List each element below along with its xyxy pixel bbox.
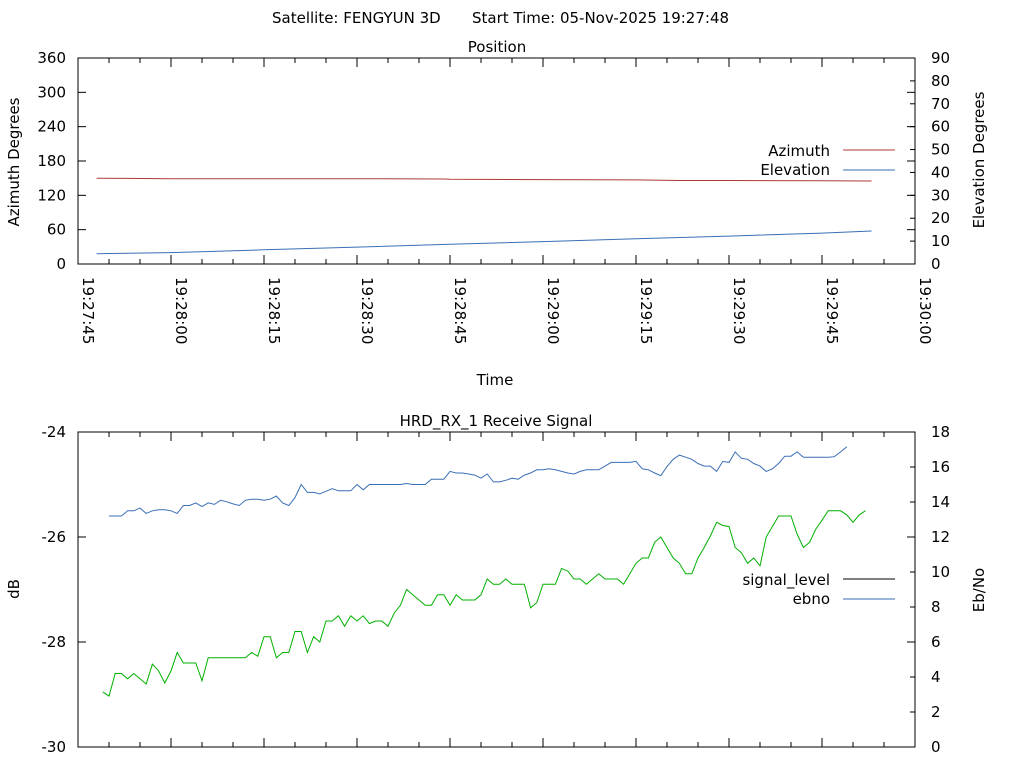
- y-tick-label-0-4: 240: [37, 118, 66, 136]
- y-tick-label-0-0: 0: [56, 255, 66, 273]
- y2-tick-label-1-6: 12: [931, 528, 950, 546]
- y2-tick-label-0-0: 0: [931, 255, 941, 273]
- y2-tick-label-0-5: 50: [931, 141, 950, 159]
- azimuth-axis-label: Azimuth Degrees: [5, 97, 23, 226]
- x-tick-label-0-8: 19:29:45: [823, 277, 841, 344]
- legend-label-elevation: Elevation: [760, 161, 830, 179]
- legend-label-signal-level: signal_level: [742, 571, 830, 590]
- y-tick-label-1-3: -24: [42, 423, 67, 441]
- plot-frame-1: [77, 431, 916, 748]
- legend-label-azimuth: Azimuth: [768, 142, 830, 160]
- x-tick-label-0-5: 19:29:00: [544, 277, 562, 344]
- y2-tick-label-1-1: 2: [931, 703, 941, 721]
- y2-tick-label-0-9: 90: [931, 49, 950, 67]
- y-tick-label-1-1: -28: [42, 633, 67, 651]
- x-tick-label-0-1: 19:28:00: [172, 277, 190, 344]
- start-time-label: Start Time: 05-Nov-2025 19:27:48: [472, 9, 729, 27]
- y2-tick-label-1-7: 14: [931, 493, 950, 511]
- signal-legend: signal_level ebno: [742, 571, 895, 608]
- y-tick-label-0-1: 60: [47, 221, 66, 239]
- y2-tick-label-0-4: 40: [931, 163, 950, 181]
- y2-tick-label-0-6: 60: [931, 118, 950, 136]
- y-tick-label-0-6: 360: [37, 49, 66, 67]
- y2-tick-label-1-2: 4: [931, 668, 941, 686]
- position-x-label: Time: [476, 371, 514, 389]
- series-line-0-1: [96, 230, 872, 255]
- y2-tick-label-0-3: 30: [931, 186, 950, 204]
- x-tick-label-0-2: 19:28:15: [265, 277, 283, 344]
- plot-layer: 060120180240300360010203040506070809019:…: [37, 49, 950, 756]
- x-tick-label-0-3: 19:28:30: [358, 277, 376, 344]
- y2-tick-label-1-4: 8: [931, 598, 941, 616]
- y-tick-label-0-3: 180: [37, 152, 66, 170]
- y2-tick-label-1-0: 0: [931, 738, 941, 756]
- legend-label-ebno: ebno: [793, 590, 830, 608]
- y-tick-label-0-5: 300: [37, 83, 66, 101]
- signal-title: HRD_RX_1 Receive Signal: [400, 412, 593, 431]
- y2-tick-label-1-8: 16: [931, 458, 950, 476]
- position-title: Position: [468, 38, 526, 56]
- y2-tick-label-0-1: 10: [931, 232, 950, 250]
- x-tick-label-0-0: 19:27:45: [79, 277, 97, 344]
- ebno-axis-label: Eb/No: [970, 568, 988, 612]
- y-tick-label-1-2: -26: [42, 528, 67, 546]
- series-line-1-1: [109, 446, 848, 517]
- y-tick-label-0-2: 120: [37, 186, 66, 204]
- x-tick-label-0-4: 19:28:45: [451, 277, 469, 344]
- series-line-0-0: [96, 177, 872, 182]
- satellite-label: Satellite: FENGYUN 3D: [272, 9, 441, 27]
- series-line-1-2: [102, 510, 866, 697]
- x-tick-label-0-7: 19:29:30: [730, 277, 748, 344]
- position-legend: Azimuth Elevation: [760, 142, 895, 179]
- y-tick-label-1-0: -30: [42, 738, 67, 756]
- y2-tick-label-0-7: 70: [931, 95, 950, 113]
- x-tick-label-0-6: 19:29:15: [637, 277, 655, 344]
- db-axis-label: dB: [5, 579, 23, 599]
- y2-tick-label-1-9: 18: [931, 423, 950, 441]
- y2-tick-label-1-3: 6: [931, 633, 941, 651]
- x-tick-label-0-9: 19:30:00: [916, 277, 934, 344]
- elevation-axis-label: Elevation Degrees: [970, 91, 988, 228]
- y2-tick-label-0-2: 20: [931, 209, 950, 227]
- y2-tick-label-0-8: 80: [931, 72, 950, 90]
- y2-tick-label-1-5: 10: [931, 563, 950, 581]
